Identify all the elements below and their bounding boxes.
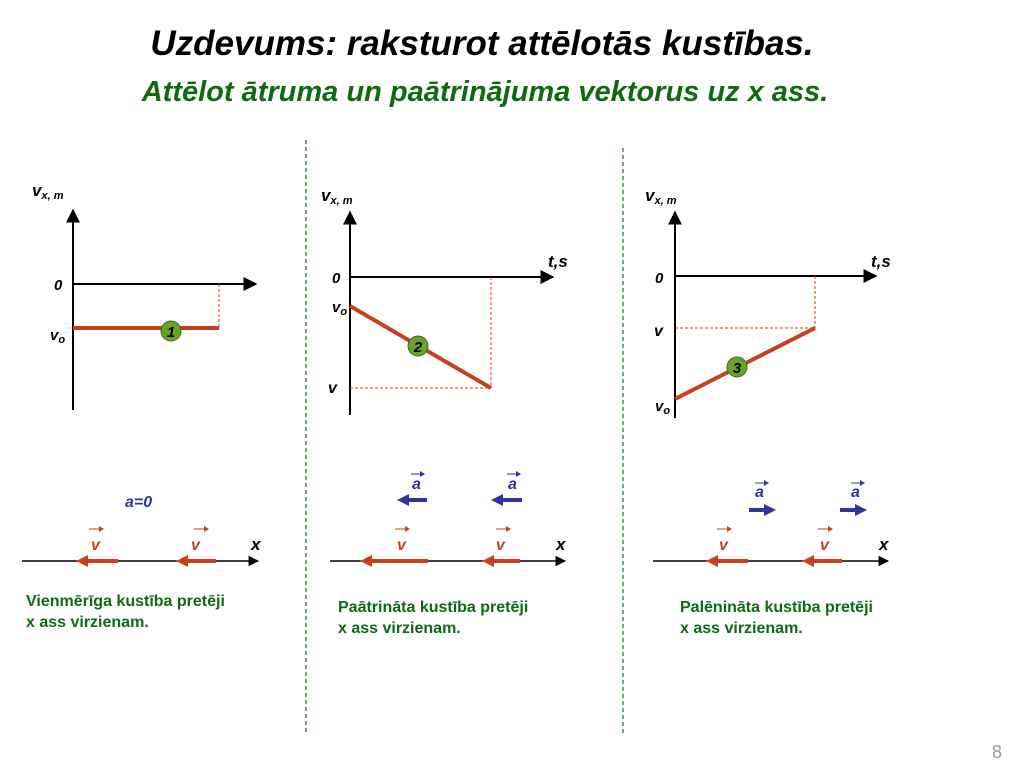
vector-mark [420, 471, 425, 477]
panel-2: vx, m t,s 0 vo v 2 a [321, 186, 568, 567]
description-line: x ass virzienam. [338, 620, 461, 637]
graph-marker [726, 356, 748, 378]
vector-mark [506, 526, 511, 532]
velocity-label: v [397, 537, 407, 554]
v0-label: vo [655, 398, 670, 417]
x-axis-label: x [878, 535, 890, 554]
velocity-label: v [191, 537, 201, 554]
v0-label: vo [332, 299, 347, 318]
description-3: Palēnināta kustība pretēji x ass virzien… [680, 597, 950, 639]
velocity-label: v [91, 537, 101, 554]
vt-graph-3: vx, m t,s 0 v vo 3 [645, 186, 891, 418]
slide-subtitle: Attēlot ātruma un paātrinājuma vektorus … [141, 76, 829, 108]
zero-label: 0 [655, 270, 664, 287]
y-axis-label: vx, m [32, 181, 64, 202]
accel-arrow [855, 504, 867, 516]
vector-mark [727, 526, 732, 532]
panel-1: vx, m 0 vo 1 a=0 x v [22, 181, 262, 567]
page-number: 8 [992, 742, 1003, 762]
vector-mark [860, 480, 865, 486]
panel-3: vx, m t,s 0 v vo 3 a [645, 186, 891, 567]
graph-marker [407, 335, 429, 357]
vt-graph-1: vx, m 0 vo 1 [32, 181, 258, 410]
description-line: Palēnināta kustība pretēji [680, 599, 873, 616]
accel-label: a [412, 476, 421, 493]
graph-marker-label: 3 [733, 360, 742, 377]
accel-arrow [491, 494, 503, 506]
graph-marker-label: 1 [167, 324, 175, 341]
vector-mark [828, 526, 833, 532]
velocity-arrow [706, 555, 718, 567]
x-axis-motion-3: x v v [653, 526, 890, 567]
accel-vectors-3: a a [749, 480, 867, 516]
velocity-arrow [802, 555, 814, 567]
v-label: v [654, 323, 664, 340]
v0-label: vo [50, 327, 65, 346]
accel-label: a [851, 484, 860, 501]
t-axis-label: t,s [871, 252, 891, 271]
vector-mark [204, 526, 209, 532]
x-axis-motion-1: x v v [22, 526, 262, 567]
t-axis-label: t,s [548, 252, 568, 271]
y-axis-label: vx, m [321, 186, 353, 207]
vector-mark [516, 471, 521, 477]
velocity-label: v [719, 537, 729, 554]
y-axis-label: vx, m [645, 186, 677, 207]
velocity-arrow [482, 555, 494, 567]
accel-vectors-2: a a [397, 471, 522, 506]
slide-title: Uzdevums: raksturot attēlotās kustības. [150, 24, 814, 63]
description-1: Vienmērīga kustība pretēji x ass virzien… [26, 591, 296, 633]
accel-arrow [397, 494, 409, 506]
vt-graph-2: vx, m t,s 0 vo v 2 [321, 186, 568, 415]
vector-mark [405, 526, 410, 532]
accel-zero-note: a=0 [125, 494, 152, 511]
accel-arrow [764, 504, 776, 516]
zero-label: 0 [332, 270, 341, 287]
velocity-label: v [496, 537, 506, 554]
velocity-arrow [76, 555, 88, 567]
vector-mark [764, 480, 769, 486]
description-line: x ass virzienam. [26, 614, 149, 631]
description-line: x ass virzienam. [680, 620, 803, 637]
x-axis-label: x [250, 535, 262, 554]
vector-mark [99, 526, 104, 532]
x-axis-motion-2: x v v [330, 526, 567, 567]
zero-label: 0 [54, 277, 63, 294]
graph-marker-label: 2 [413, 339, 423, 356]
accel-label: a [508, 476, 517, 493]
velocity-label: v [820, 537, 830, 554]
graph-marker [160, 320, 182, 342]
accel-label: a [755, 484, 764, 501]
description-line: Vienmērīga kustība pretēji [26, 593, 225, 610]
description-line: Paātrināta kustība pretēji [338, 599, 529, 616]
v-label: v [328, 380, 338, 397]
velocity-arrow [176, 555, 188, 567]
velocity-arrow [360, 555, 372, 567]
description-2: Paātrināta kustība pretēji x ass virzien… [338, 597, 608, 639]
x-axis-label: x [555, 535, 567, 554]
